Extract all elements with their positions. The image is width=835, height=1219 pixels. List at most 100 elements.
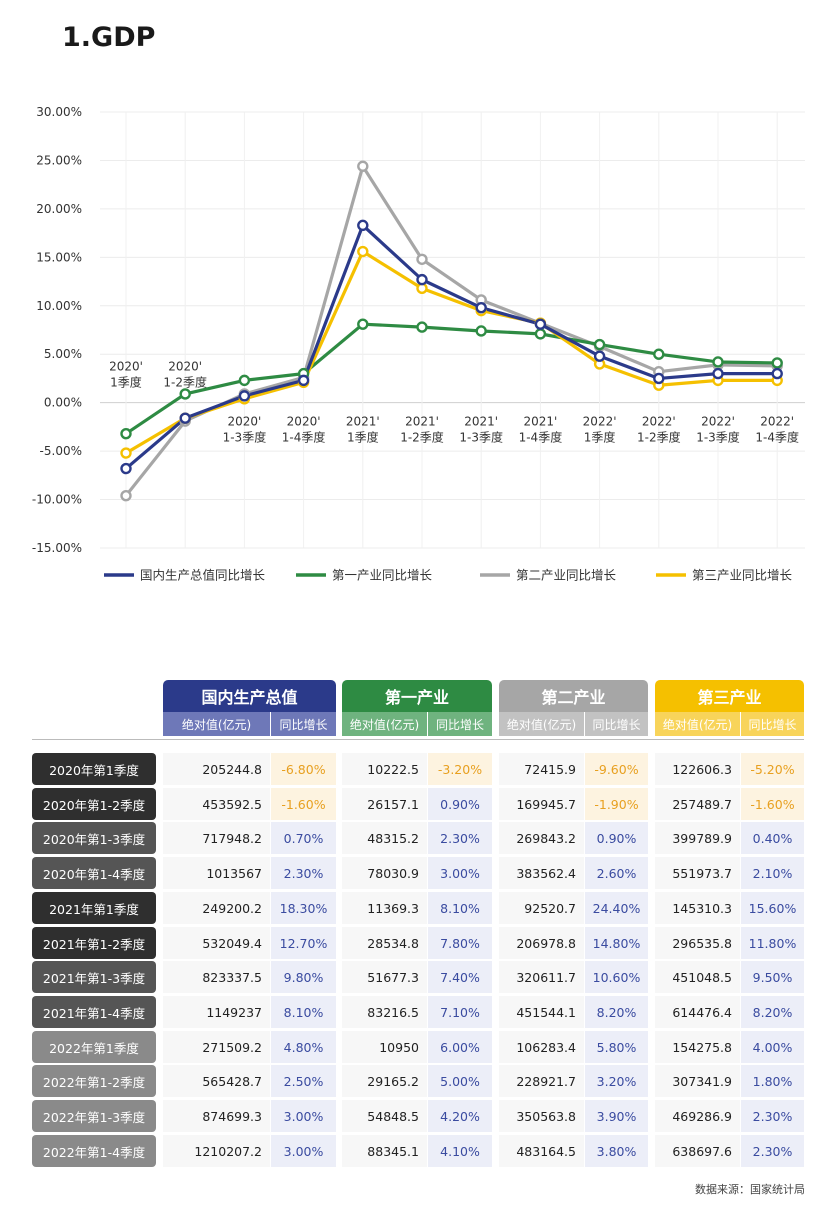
- subheader-absolute: 绝对值(亿元): [655, 712, 740, 736]
- growth-cell: 2.30%: [271, 857, 336, 889]
- series-point-3: [120, 489, 132, 502]
- legend-label: 第二产业同比增长: [516, 568, 617, 583]
- group-header: 国内生产总值: [163, 680, 336, 712]
- y-tick-label: -10.00%: [32, 493, 82, 507]
- series-point-1: [416, 273, 428, 286]
- x-tick-period: 1季度: [347, 430, 379, 445]
- value-cell: 453592.5: [163, 788, 270, 820]
- growth-cell: 4.20%: [428, 1100, 492, 1132]
- x-tick-period: 1-3季度: [223, 430, 267, 445]
- value-cell: 1210207.2: [163, 1135, 270, 1167]
- growth-cell: -3.20%: [428, 753, 492, 785]
- x-tick-period: 1-4季度: [755, 430, 799, 445]
- series-point-1: [238, 390, 251, 402]
- growth-cell: -9.60%: [585, 753, 648, 785]
- value-cell: 257489.7: [655, 788, 740, 820]
- value-cell: 206978.8: [499, 927, 584, 959]
- growth-cell: 0.90%: [428, 788, 492, 820]
- x-tick-year: 2020': [109, 360, 143, 374]
- x-tick-label: 2021'1-3季度: [459, 415, 503, 445]
- value-cell: 145310.3: [655, 892, 740, 924]
- growth-cell: 3.80%: [585, 1135, 648, 1167]
- value-cell: 350563.8: [499, 1100, 584, 1132]
- row-label: 2021年第1季度: [32, 892, 156, 924]
- value-cell: 451544.1: [499, 996, 584, 1028]
- group-header: 第一产业: [342, 680, 492, 712]
- row-label: 2022年第1-3季度: [32, 1100, 156, 1132]
- x-tick-period: 1季度: [584, 430, 616, 445]
- x-tick-period: 1季度: [110, 375, 142, 390]
- subheader-growth: 同比增长: [741, 712, 804, 736]
- row-label: 2021年第1-3季度: [32, 961, 156, 993]
- x-tick-period: 1-4季度: [282, 430, 326, 445]
- y-tick-label: -5.00%: [40, 444, 82, 458]
- growth-cell: 2.10%: [741, 857, 804, 889]
- y-tick-label: 15.00%: [36, 250, 82, 264]
- value-cell: 823337.5: [163, 961, 270, 993]
- value-cell: 78030.9: [342, 857, 427, 889]
- x-tick-year: 2021': [405, 415, 439, 429]
- value-cell: 296535.8: [655, 927, 740, 959]
- growth-cell: 8.10%: [271, 996, 336, 1028]
- growth-cell: 0.40%: [741, 822, 804, 854]
- x-tick-year: 2022': [642, 415, 676, 429]
- x-tick-year: 2020': [287, 415, 321, 429]
- x-tick-label: 2022'1-3季度: [696, 415, 740, 445]
- series-point-1: [179, 412, 191, 424]
- value-cell: 551973.7: [655, 857, 740, 889]
- growth-cell: -5.20%: [741, 753, 804, 785]
- x-tick-label: 2020'1-3季度: [223, 415, 267, 445]
- growth-cell: 3.00%: [271, 1135, 336, 1167]
- x-tick-period: 1-2季度: [163, 375, 207, 390]
- series-point-4: [120, 447, 132, 459]
- series-point-1: [712, 367, 724, 380]
- series-point-1: [593, 350, 606, 362]
- gdp-growth-line-chart: 30.00% 25.00% 20.00% 15.00% 10.00% 5.00% 0.00%…: [32, 105, 805, 583]
- growth-cell: 18.30%: [271, 892, 336, 924]
- value-cell: 205244.8: [163, 753, 270, 785]
- value-cell: 469286.9: [655, 1100, 740, 1132]
- series-point-1: [475, 302, 487, 314]
- value-cell: 614476.4: [655, 996, 740, 1028]
- growth-cell: 3.00%: [428, 857, 492, 889]
- series-point-2: [771, 357, 783, 369]
- value-cell: 72415.9: [499, 753, 584, 785]
- group-header: 第二产业: [499, 680, 648, 712]
- growth-cell: 8.10%: [428, 892, 492, 924]
- x-tick-label: 2021'1-2季度: [400, 415, 444, 445]
- value-cell: 307341.9: [655, 1065, 740, 1097]
- header-rule: [32, 739, 804, 740]
- value-cell: 26157.1: [342, 788, 427, 820]
- value-cell: 10222.5: [342, 753, 427, 785]
- growth-cell: 12.70%: [271, 927, 336, 959]
- value-cell: 51677.3: [342, 961, 427, 993]
- series-point-2: [238, 374, 251, 387]
- value-cell: 169945.7: [499, 788, 584, 820]
- x-tick-year: 2021': [464, 415, 498, 429]
- growth-cell: 14.80%: [585, 927, 648, 959]
- series-line-1: [124, 223, 778, 470]
- series-line-2: [125, 322, 778, 435]
- growth-cell: 0.90%: [585, 822, 648, 854]
- x-tick-label: 2020'1-4季度: [282, 415, 326, 445]
- growth-cell: 5.80%: [585, 1031, 648, 1063]
- growth-cell: 2.30%: [428, 822, 492, 854]
- x-tick-period: 1-2季度: [400, 430, 444, 445]
- y-tick-label: 10.00%: [36, 299, 82, 313]
- series-point-2: [120, 427, 132, 440]
- group-header: 第三产业: [655, 680, 804, 712]
- row-label: 2021年第1-4季度: [32, 996, 156, 1028]
- growth-cell: 3.90%: [585, 1100, 648, 1132]
- row-label: 2022年第1季度: [32, 1031, 156, 1063]
- value-cell: 88345.1: [342, 1135, 427, 1167]
- y-tick-label: 0.00%: [44, 396, 82, 410]
- x-tick-label: 2020'1-2季度: [163, 360, 207, 390]
- x-tick-label: 2022'1-4季度: [755, 415, 799, 445]
- growth-cell: 7.40%: [428, 961, 492, 993]
- x-tick-year: 2021': [523, 415, 557, 429]
- data-source: 数据来源：国家统计局: [695, 1183, 805, 1196]
- row-label: 2022年第1-4季度: [32, 1135, 156, 1167]
- value-cell: 11369.3: [342, 892, 427, 924]
- growth-cell: 4.00%: [741, 1031, 804, 1063]
- value-cell: 717948.2: [163, 822, 270, 854]
